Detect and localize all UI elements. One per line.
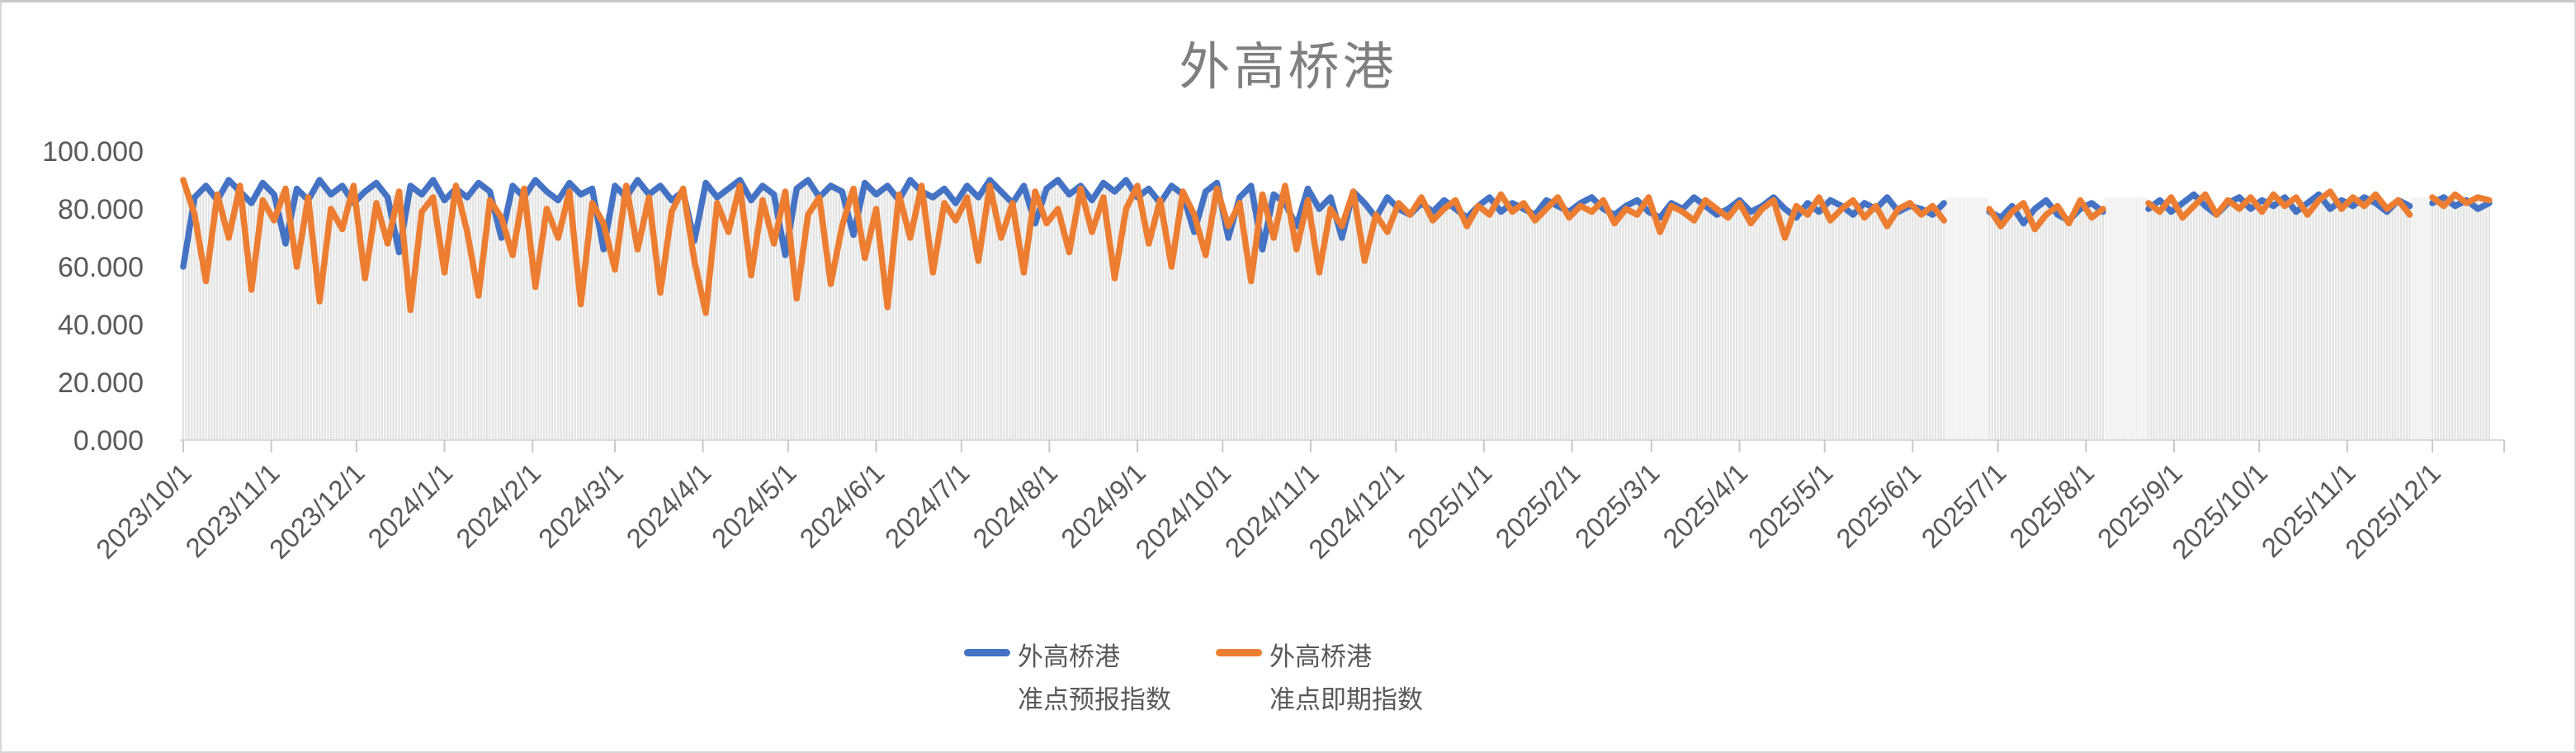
legend-label-forecast-line2: 准点预报指数 (1018, 685, 1171, 714)
y-axis-label: 0.000 (73, 425, 144, 457)
x-axis-label: 2023/10/1 (90, 457, 197, 565)
legend-item-spot[interactable]: 外高桥港 准点即期指数 (1216, 636, 1423, 722)
y-axis-label: 40.000 (58, 310, 144, 341)
x-axis-label: 2025/7/1 (1916, 457, 2012, 554)
x-axis-ticks: 2023/10/12023/11/12023/12/12024/1/12024/… (90, 440, 2505, 565)
y-axis-label: 60.000 (58, 252, 144, 283)
y-axis-label: 80.000 (58, 194, 144, 225)
x-axis-label: 2024/1/1 (362, 457, 458, 554)
x-axis-label: 2024/7/1 (879, 457, 976, 554)
dropline-bars (182, 180, 2490, 440)
y-axis-label: 20.000 (58, 367, 144, 399)
x-axis-label: 2024/8/1 (967, 457, 1063, 554)
x-axis-label: 2025/4/1 (1657, 457, 1753, 554)
chart-title[interactable]: 外高桥港 (1179, 39, 1397, 96)
forecast-series-line-icon (964, 649, 1010, 656)
x-axis-label: 2025/1/1 (1401, 457, 1498, 554)
x-axis-label: 2024/4/1 (621, 457, 717, 554)
x-axis-label: 2025/8/1 (2003, 457, 2100, 554)
spot-series-line-icon (1216, 649, 1262, 656)
legend-label-spot-line1: 外高桥港 (1269, 642, 1372, 671)
x-axis-label: 2024/3/1 (532, 457, 629, 554)
x-axis-label: 2024/5/1 (706, 457, 802, 554)
chart-legend: 外高桥港 准点预报指数 外高桥港 准点即期指数 (964, 636, 1423, 722)
legend-label-spot-line2: 准点即期指数 (1269, 685, 1423, 714)
x-axis-label: 2025/6/1 (1830, 457, 1926, 554)
y-axis-labels: 100.000 80.000 60.000 40.000 20.000 0.000 (42, 136, 144, 457)
spot-series-line[interactable] (180, 177, 2493, 316)
x-axis-label: 2024/2/1 (450, 457, 546, 554)
legend-item-forecast[interactable]: 外高桥港 准点预报指数 (964, 636, 1171, 722)
x-axis-label: 2025/2/1 (1489, 457, 1586, 554)
legend-label-forecast-line1: 外高桥港 (1018, 642, 1120, 671)
x-axis-label: 2025/3/1 (1569, 457, 1666, 554)
y-axis-label: 100.000 (42, 136, 144, 168)
x-axis-label: 2025/5/1 (1742, 457, 1839, 554)
x-axis-label: 2024/6/1 (793, 457, 890, 554)
legend-label-forecast: 外高桥港 准点预报指数 (1018, 636, 1171, 722)
legend-label-spot: 外高桥港 准点即期指数 (1269, 636, 1423, 722)
forecast-series-line[interactable] (180, 177, 2493, 270)
